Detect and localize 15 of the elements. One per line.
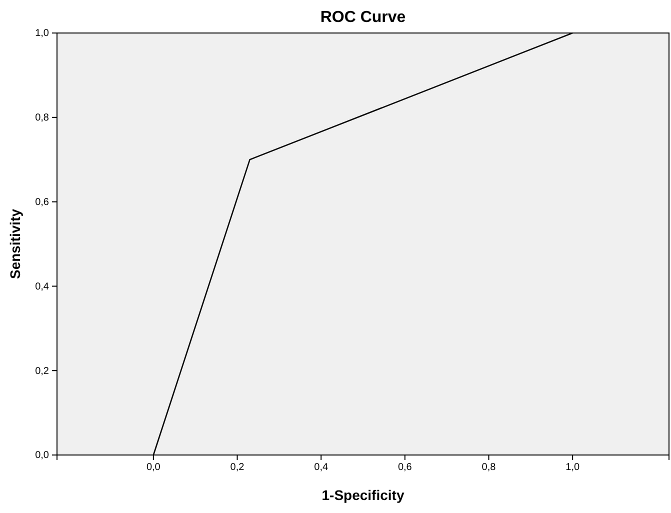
x-tick-label: 0,4 bbox=[314, 462, 328, 474]
y-tick-label: 1,0 bbox=[35, 28, 50, 40]
y-tick-label: 0,0 bbox=[35, 450, 50, 462]
y-tick-label: 0,8 bbox=[35, 112, 50, 124]
y-tick-label: 0,6 bbox=[35, 197, 50, 208]
x-tick-label: 0,0 bbox=[146, 462, 161, 474]
chart-title: ROC Curve bbox=[320, 9, 406, 26]
x-axis-title: 1-Specificity bbox=[322, 487, 404, 503]
x-tick-label: 0,2 bbox=[230, 462, 245, 474]
x-tick-label: 1,0 bbox=[566, 462, 580, 474]
y-tick-label: 0,2 bbox=[35, 366, 50, 377]
x-tick-label: 0,8 bbox=[482, 462, 496, 474]
y-axis-title: Sensitivity bbox=[7, 208, 23, 280]
y-tick-label: 0,4 bbox=[35, 281, 50, 292]
x-tick-label: 0,6 bbox=[398, 462, 412, 474]
